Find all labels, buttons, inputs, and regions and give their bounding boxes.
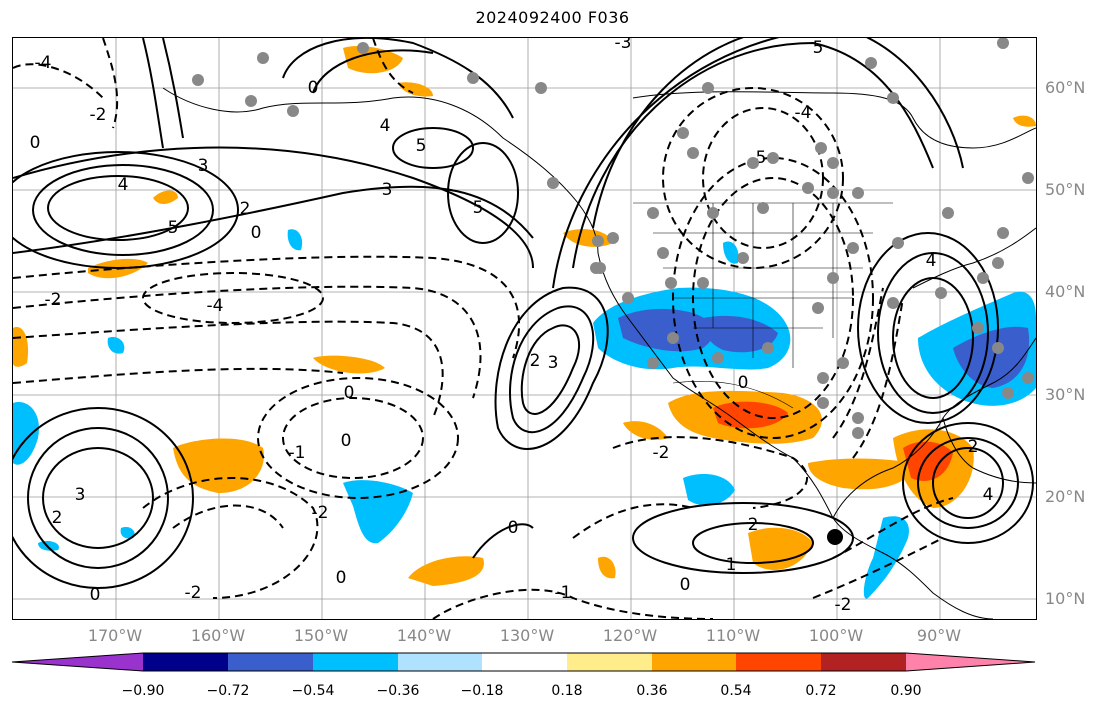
colorbar-segment <box>567 653 652 671</box>
contour-label: 0 <box>308 78 319 98</box>
lon-label: 170°W <box>87 626 143 645</box>
contour-label: 3 <box>382 180 393 200</box>
contour-label: -1 <box>555 583 572 603</box>
contour-label: -4 <box>207 296 224 316</box>
colorbar-tick: 0.18 <box>551 683 583 699</box>
colorbar-extend-left <box>12 653 143 671</box>
contour-label: 0 <box>680 575 691 595</box>
colorbar-tick: −0.18 <box>460 683 504 699</box>
contour-label: 2 <box>968 437 979 457</box>
colorbar-extend-right <box>906 653 1035 671</box>
contour-label: -4 <box>35 53 52 73</box>
colorbar-tick: −0.36 <box>376 683 420 699</box>
lat-label: 20°N <box>1045 487 1086 506</box>
contour-label: 0 <box>738 373 749 393</box>
contour-label: 0 <box>344 383 355 403</box>
colorbar-tick: 0.54 <box>720 683 752 699</box>
colorbar-tick: −0.54 <box>291 683 335 699</box>
contour-label: -2 <box>312 503 329 523</box>
contour-label: 0 <box>336 568 347 588</box>
lon-label: 120°W <box>602 626 658 645</box>
contour-label: 4 <box>983 485 994 505</box>
contour-label: 3 <box>198 156 209 176</box>
contour-label: 0 <box>251 223 262 243</box>
colorbar-segment <box>821 653 906 671</box>
contour-label: 4 <box>118 175 129 195</box>
lon-label: 130°W <box>499 626 555 645</box>
positive-anomaly-shading <box>13 46 1036 586</box>
contour-label: -2 <box>45 290 62 310</box>
highlight-point <box>827 529 843 545</box>
colorbar-tick: 0.72 <box>805 683 837 699</box>
contour-label: 2 <box>748 515 759 535</box>
contour-label: 0 <box>341 431 352 451</box>
lat-label: 50°N <box>1045 180 1086 199</box>
colorbar-segment <box>652 653 736 671</box>
contour-label: -2 <box>90 105 107 125</box>
contour-label: 2 <box>530 351 541 371</box>
contour-label: 0 <box>508 518 519 538</box>
colorbar-segment <box>313 653 398 671</box>
lat-label: 40°N <box>1045 282 1086 301</box>
contour-label: -2 <box>653 443 670 463</box>
contour-label: -1 <box>289 443 306 463</box>
dashed-contours <box>13 38 954 619</box>
contour-label: 4 <box>926 251 937 271</box>
colorbar <box>11 652 1036 672</box>
contour-label: 2 <box>52 508 63 528</box>
lon-label: 90°W <box>916 626 962 645</box>
colorbar-tick: −0.90 <box>121 683 165 699</box>
colorbar-segment <box>228 653 313 671</box>
colorbar-segment <box>143 653 228 671</box>
contour-label: -3 <box>615 38 632 53</box>
contour-label: 3 <box>548 353 559 373</box>
contour-label: 5 <box>168 218 179 238</box>
contour-label: -2 <box>185 583 202 603</box>
contour-label: 4 <box>380 116 391 136</box>
contour-label: 0 <box>30 133 41 153</box>
lon-label: 100°W <box>808 626 864 645</box>
lat-label: 30°N <box>1045 385 1086 404</box>
colorbar-tick: 0.90 <box>890 683 922 699</box>
solid-contours <box>13 38 1034 589</box>
colorbar-segment <box>736 653 821 671</box>
lon-label: 150°W <box>293 626 349 645</box>
map-panel: 4 5 3 4 5 3 5 2 0 -2 -4 0 0 -1 -2 3 2 0 … <box>12 37 1037 620</box>
contour-label: -2 <box>835 595 852 615</box>
negative-anomaly-shading <box>13 229 1036 599</box>
contour-label: 0 <box>90 585 101 605</box>
lat-label: 60°N <box>1045 78 1086 97</box>
lon-label: 140°W <box>396 626 452 645</box>
contour-label: 5 <box>473 198 484 218</box>
contour-label: -4 <box>795 103 812 123</box>
borders <box>633 202 893 409</box>
station-dots <box>192 38 1034 439</box>
contour-label: 2 <box>240 199 251 219</box>
lon-label: 110°W <box>705 626 761 645</box>
lat-label: 10°N <box>1045 589 1086 608</box>
contour-label: 3 <box>75 485 86 505</box>
colorbar-segment <box>482 653 567 671</box>
coastline <box>162 87 1036 619</box>
colorbar-segment <box>398 653 482 671</box>
colorbar-tick: 0.36 <box>636 683 668 699</box>
contour-label: 5 <box>813 38 824 58</box>
colorbar-tick: −0.72 <box>206 683 250 699</box>
contour-label: 5 <box>416 136 427 156</box>
lon-label: 160°W <box>190 626 246 645</box>
map-title: 2024092400 F036 <box>475 8 630 27</box>
contour-label: 1 <box>726 555 737 575</box>
